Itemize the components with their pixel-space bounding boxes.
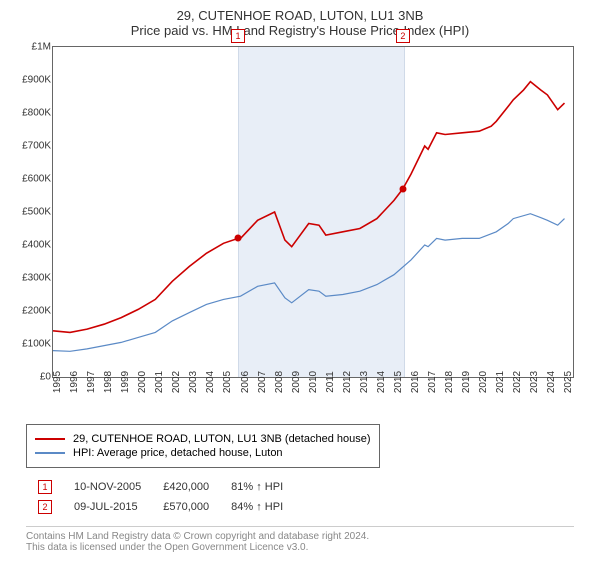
x-tick-label: 2008	[274, 371, 285, 393]
sale-hpi: 84% ↑ HPI	[221, 498, 293, 516]
sale-marker-icon: 1	[38, 480, 52, 494]
x-tick-label: 1998	[103, 371, 114, 393]
x-tick-label: 2002	[171, 371, 182, 393]
x-tick-label: 2019	[461, 371, 472, 393]
x-tick-label: 2017	[427, 371, 438, 393]
y-tick-label: £100K	[17, 339, 51, 350]
legend: 29, CUTENHOE ROAD, LUTON, LU1 3NB (detac…	[26, 424, 380, 468]
sale-date: 10-NOV-2005	[64, 478, 151, 496]
swatch-line	[35, 438, 65, 440]
table-row: 2 09-JUL-2015 £570,000 84% ↑ HPI	[28, 498, 293, 516]
x-tick-label: 2007	[257, 371, 268, 393]
title-line-1: 29, CUTENHOE ROAD, LUTON, LU1 3NB	[16, 8, 584, 23]
x-tick-label: 2020	[478, 371, 489, 393]
sale-price: £420,000	[153, 478, 219, 496]
title-line-2: Price paid vs. HM Land Registry's House …	[16, 23, 584, 38]
y-tick-label: £400K	[17, 240, 51, 251]
footnote-line: This data is licensed under the Open Gov…	[26, 542, 574, 553]
x-tick-label: 2018	[444, 371, 455, 393]
x-tick-label: 1996	[69, 371, 80, 393]
legend-item: 29, CUTENHOE ROAD, LUTON, LU1 3NB (detac…	[35, 433, 371, 445]
chart-title: 29, CUTENHOE ROAD, LUTON, LU1 3NB Price …	[16, 8, 584, 38]
series-line	[53, 214, 565, 352]
sale-dot	[399, 185, 406, 192]
y-tick-label: £200K	[17, 306, 51, 317]
sales-table: 1 10-NOV-2005 £420,000 81% ↑ HPI 2 09-JU…	[26, 476, 295, 518]
sale-date: 09-JUL-2015	[64, 498, 151, 516]
sale-price: £570,000	[153, 498, 219, 516]
x-tick-label: 2013	[359, 371, 370, 393]
x-axis: 1995199619971998199920002001200220032004…	[52, 378, 574, 414]
x-tick-label: 2004	[205, 371, 216, 393]
x-tick-label: 2025	[563, 371, 574, 393]
x-tick-label: 2022	[512, 371, 523, 393]
sale-marker-icon: 2	[38, 500, 52, 514]
x-tick-label: 2016	[410, 371, 421, 393]
sale-hpi: 81% ↑ HPI	[221, 478, 293, 496]
x-tick-label: 2024	[546, 371, 557, 393]
x-tick-label: 2012	[342, 371, 353, 393]
x-tick-label: 2021	[495, 371, 506, 393]
y-tick-label: £600K	[17, 174, 51, 185]
x-tick-label: 2006	[240, 371, 251, 393]
x-tick-label: 2011	[325, 371, 336, 393]
table-row: 1 10-NOV-2005 £420,000 81% ↑ HPI	[28, 478, 293, 496]
x-tick-label: 1997	[86, 371, 97, 393]
y-tick-label: £900K	[17, 75, 51, 86]
swatch-line	[35, 452, 65, 454]
series-line	[53, 82, 565, 333]
sale-dot	[234, 235, 241, 242]
footnote-line: Contains HM Land Registry data © Crown c…	[26, 531, 574, 542]
y-tick-label: £0	[17, 372, 51, 383]
x-tick-label: 2023	[529, 371, 540, 393]
y-tick-label: £300K	[17, 273, 51, 284]
plot-svg	[53, 47, 573, 377]
x-tick-label: 2001	[154, 371, 165, 393]
x-tick-label: 2009	[291, 371, 302, 393]
legend-label: HPI: Average price, detached house, Luto…	[73, 447, 283, 459]
price-chart: £0£100K£200K£300K£400K£500K£600K£700K£80…	[52, 46, 574, 378]
y-tick-label: £800K	[17, 108, 51, 119]
x-tick-label: 2003	[188, 371, 199, 393]
sale-marker: 1	[231, 29, 245, 43]
legend-label: 29, CUTENHOE ROAD, LUTON, LU1 3NB (detac…	[73, 433, 371, 445]
sale-marker: 2	[396, 29, 410, 43]
y-tick-label: £700K	[17, 141, 51, 152]
x-tick-label: 2015	[393, 371, 404, 393]
footnote: Contains HM Land Registry data © Crown c…	[26, 526, 574, 553]
x-tick-label: 2010	[308, 371, 319, 393]
x-tick-label: 1995	[52, 371, 63, 393]
x-tick-label: 2005	[222, 371, 233, 393]
y-tick-label: £500K	[17, 207, 51, 218]
x-tick-label: 2000	[137, 371, 148, 393]
x-tick-label: 1999	[120, 371, 131, 393]
y-tick-label: £1M	[17, 42, 51, 53]
x-tick-label: 2014	[376, 371, 387, 393]
legend-item: HPI: Average price, detached house, Luto…	[35, 447, 371, 459]
